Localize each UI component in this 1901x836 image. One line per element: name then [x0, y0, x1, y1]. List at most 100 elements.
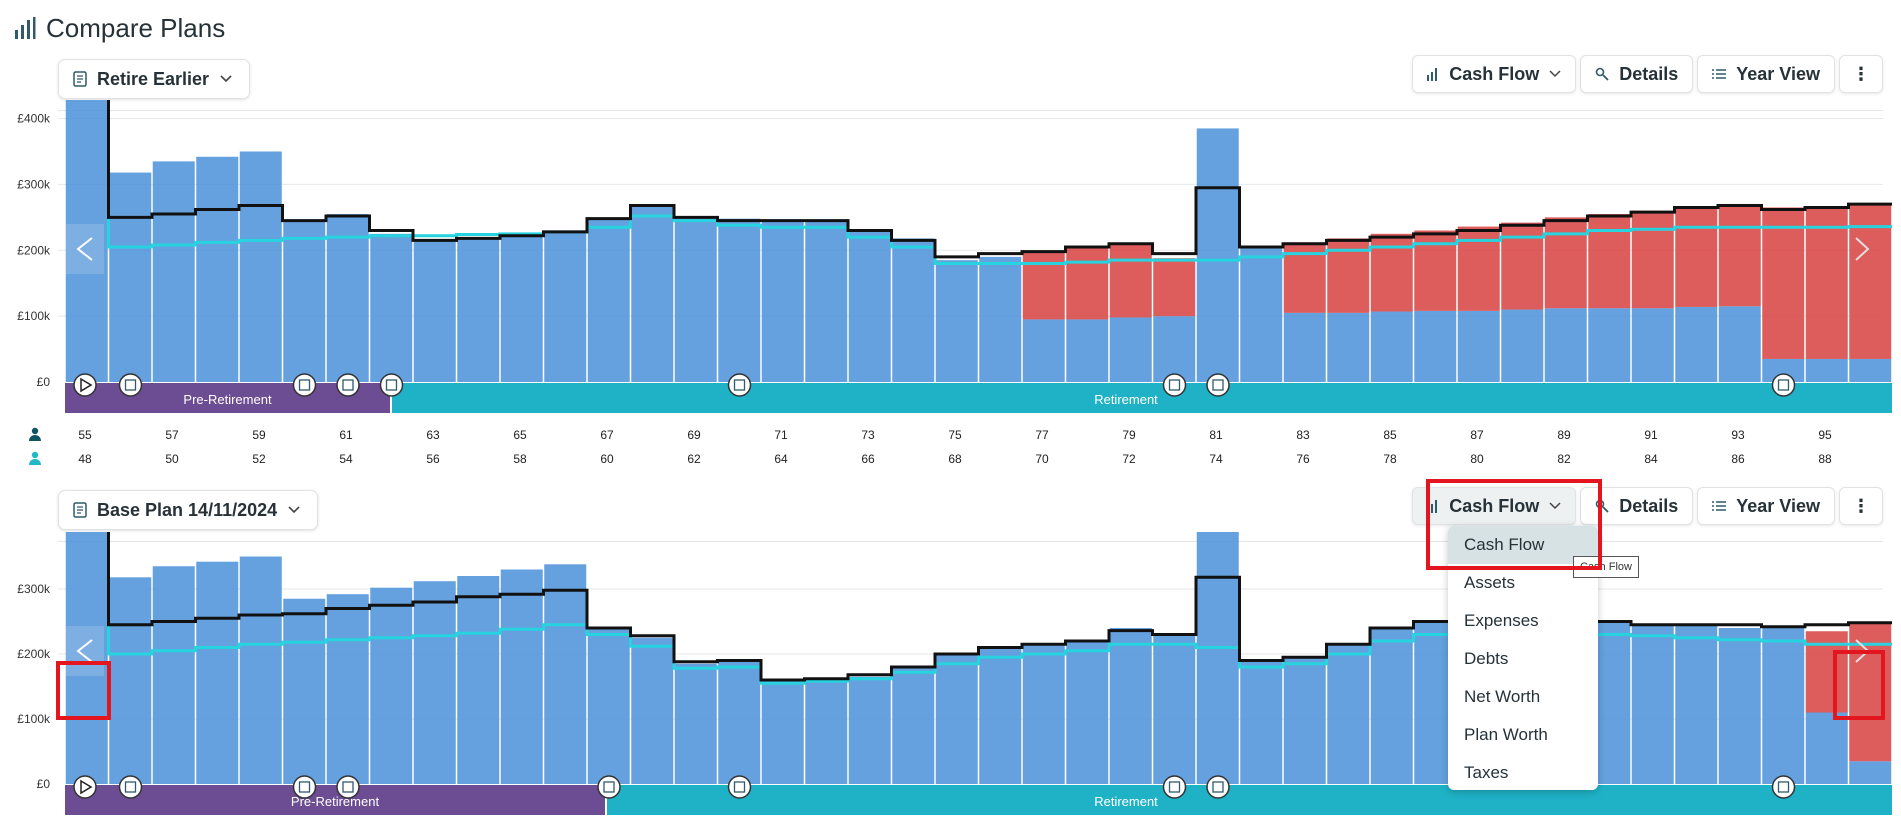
bar [1240, 246, 1283, 382]
bar [1109, 628, 1152, 784]
page-title: Compare Plans [46, 12, 226, 43]
event-marker-icon [118, 775, 143, 799]
bar [1675, 624, 1718, 784]
age-label: 70 [1035, 452, 1049, 466]
bar [1631, 308, 1674, 382]
spending-line [107, 100, 1892, 259]
marker-circle [727, 373, 752, 397]
dropdown-item-net-worth[interactable]: Net Worth [1464, 687, 1541, 706]
age-label: 54 [339, 452, 353, 466]
dropdown-item-plan-worth[interactable]: Plan Worth [1464, 725, 1548, 744]
marker-circle [118, 373, 143, 397]
header-divider [58, 541, 1883, 542]
chevron-down-icon [1549, 502, 1561, 510]
age-label: 55 [78, 428, 92, 442]
year-view-button[interactable]: Year View [1697, 487, 1835, 525]
age-label: 82 [1557, 452, 1571, 466]
plan-name: Retire Earlier [97, 68, 210, 89]
dropdown-item-debts[interactable]: Debts [1464, 649, 1509, 668]
bar [1457, 310, 1500, 382]
y-tick-label: £0 [37, 777, 51, 791]
bar-chart-icon [15, 17, 36, 39]
phase-label-pre: Pre-Retirement [291, 794, 380, 809]
age-label: 62 [687, 452, 701, 466]
age-row-person-1: 55 57 59 61 63 65 67 69 71 73 75 77 79 81 83 85 87 89 91 93… [0, 428, 1901, 448]
marker-circle [1771, 373, 1796, 397]
age-label: 80 [1470, 452, 1484, 466]
age-axis-1: 55 57 59 61 63 65 67 69 71 73 75 77 79 81 83 85 87 89 91 93… [0, 425, 1901, 469]
more-options-button[interactable]: ⋮ [1839, 55, 1883, 93]
event-marker-icon [336, 775, 360, 799]
bar [631, 637, 674, 784]
dropdown-item-expenses[interactable]: Expenses [1464, 611, 1539, 630]
bar [1631, 624, 1674, 784]
document-icon [73, 71, 87, 87]
bar [1805, 712, 1848, 784]
event-marker-icon [292, 373, 317, 397]
event-marker-icon [727, 775, 752, 799]
view-label: Cash Flow [1449, 63, 1540, 84]
header-divider [58, 110, 1883, 111]
year-view-button[interactable]: Year View [1697, 55, 1835, 93]
shortfall-bar [1544, 217, 1587, 309]
dropdown-item-assets[interactable]: Assets [1464, 573, 1516, 592]
event-marker-icon [1771, 373, 1796, 397]
more-options-button[interactable]: ⋮ [1839, 487, 1883, 525]
retirement-band [607, 785, 1892, 815]
age-label: 57 [165, 428, 179, 442]
dropdown-item-taxes[interactable]: Taxes [1464, 763, 1509, 782]
bar [326, 594, 369, 784]
bar [152, 566, 195, 784]
phase-label-ret: Retirement [1094, 392, 1158, 407]
bar [761, 220, 804, 382]
marker-circle [727, 775, 752, 799]
plan-select-2[interactable]: Base Plan 14/11/2024 [58, 490, 319, 530]
bar [674, 217, 717, 382]
shortfall-bar [1588, 214, 1631, 309]
bar [109, 577, 152, 784]
bar [587, 628, 630, 784]
age-label: 78 [1383, 452, 1397, 466]
age-label: 69 [687, 428, 701, 442]
bar [892, 238, 935, 382]
calendar-icon [385, 379, 398, 391]
age-label: 64 [774, 452, 788, 466]
view-select-button[interactable]: Cash Flow [1412, 55, 1577, 93]
event-marker-icon [379, 373, 404, 397]
list-icon [1712, 69, 1727, 79]
plan-select-1[interactable]: Retire Earlier [58, 59, 251, 99]
bar [1501, 309, 1544, 382]
bar [1762, 628, 1805, 784]
details-button[interactable]: Details [1580, 487, 1694, 525]
y-tick-label: £200k [17, 647, 51, 661]
age-label: 85 [1383, 428, 1397, 442]
bar [1849, 358, 1892, 382]
age-label: 56 [426, 452, 440, 466]
bar [1022, 644, 1065, 784]
details-button[interactable]: Details [1580, 55, 1694, 93]
calendar-icon [298, 379, 311, 391]
cash-flow-chart-1: £600k£500k£400k£300k£200k£100k£0Pre-Reti… [17, 100, 1892, 413]
calendar-icon [733, 379, 746, 391]
marker-circle [292, 775, 317, 799]
bar [196, 156, 239, 382]
phase-label-pre: Pre-Retirement [183, 392, 272, 407]
bar [892, 667, 935, 784]
age-label: 91 [1644, 428, 1658, 442]
bar [544, 564, 587, 784]
bar [500, 235, 543, 382]
bar-chart-icon [1427, 68, 1438, 81]
age-label: 89 [1557, 428, 1571, 442]
bar [805, 220, 848, 382]
shortfall-bar [1066, 248, 1109, 320]
bar [1849, 761, 1892, 784]
bar [1327, 644, 1370, 784]
bar [1109, 317, 1152, 382]
age-label: 67 [600, 428, 614, 442]
bar [413, 240, 456, 382]
shortfall-bar [1762, 207, 1805, 359]
view-select-button[interactable]: Cash Flow [1412, 487, 1577, 525]
bar [848, 676, 891, 784]
event-marker-icon [292, 775, 317, 799]
calendar-icon [1777, 781, 1790, 793]
